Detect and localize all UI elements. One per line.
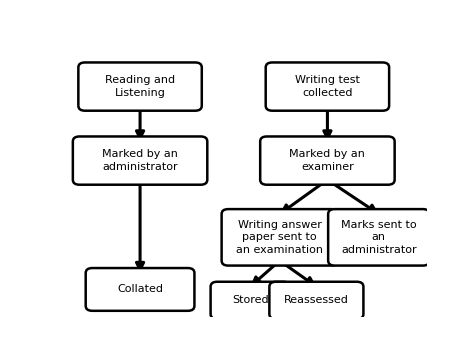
- FancyBboxPatch shape: [210, 282, 290, 319]
- FancyBboxPatch shape: [266, 62, 389, 111]
- FancyBboxPatch shape: [222, 209, 337, 266]
- Text: Collated: Collated: [117, 284, 163, 294]
- Text: Writing answer
paper sent to
an examination: Writing answer paper sent to an examinat…: [236, 220, 323, 255]
- Text: Marks sent to
an
administrator: Marks sent to an administrator: [341, 220, 417, 255]
- Text: Writing test
collected: Writing test collected: [295, 75, 360, 98]
- FancyBboxPatch shape: [328, 209, 429, 266]
- Text: Marked by an
examiner: Marked by an examiner: [290, 150, 365, 172]
- Text: Reading and
Listening: Reading and Listening: [105, 75, 175, 98]
- FancyBboxPatch shape: [260, 136, 395, 185]
- Text: Reassessed: Reassessed: [284, 295, 349, 305]
- FancyBboxPatch shape: [269, 282, 364, 319]
- Text: Stored: Stored: [232, 295, 269, 305]
- FancyBboxPatch shape: [78, 62, 202, 111]
- Text: Marked by an
administrator: Marked by an administrator: [102, 150, 178, 172]
- FancyBboxPatch shape: [86, 268, 194, 311]
- FancyBboxPatch shape: [73, 136, 207, 185]
